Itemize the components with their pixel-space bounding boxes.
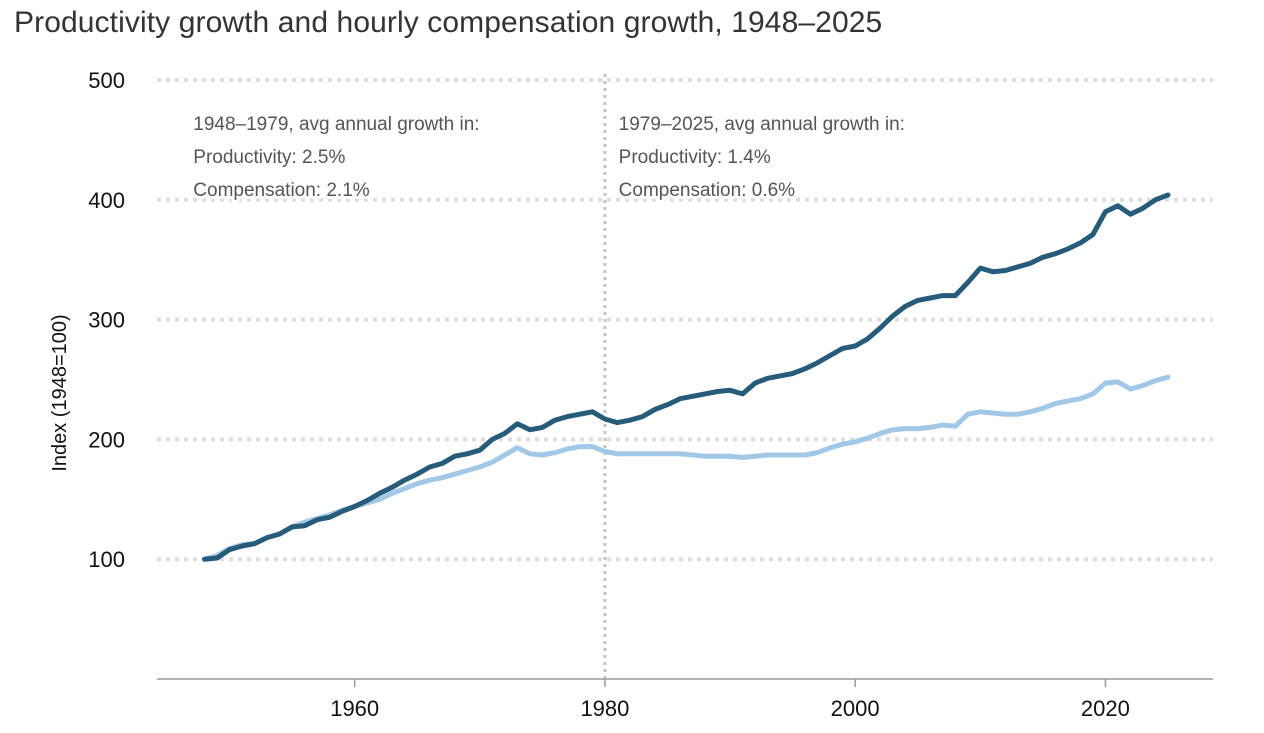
axes: 100 200 300 400 500 1960 1980 2000 2020 [88,68,1213,721]
y-tick-label-100: 100 [88,547,125,572]
annotations: 1948–1979, avg annual growth in: Producti… [190,111,908,204]
y-tick-label-500: 500 [88,68,125,93]
annotation-right-line-2: Productivity: 1.4% [619,147,771,168]
series-lines [202,192,1171,562]
annotation-left-line-3: Compensation: 2.1% [193,180,369,201]
chart-title: Productivity growth and hourly compensat… [14,6,883,39]
y-tick-label-300: 300 [88,308,125,333]
x-tick-label-1960: 1960 [330,696,379,721]
series-line-productivity [202,192,1171,562]
x-tick-label-1980: 1980 [580,696,629,721]
annotation-right-line-3: Compensation: 0.6% [619,180,795,201]
x-tick-label-2020: 2020 [1081,696,1130,721]
y-axis-title: Index (1948=100) [49,314,71,471]
annotation-left-line-1: 1948–1979, avg annual growth in: [193,114,479,135]
x-tick-label-2000: 2000 [831,696,880,721]
annotation-left-line-2: Productivity: 2.5% [193,147,345,168]
y-tick-label-200: 200 [88,427,125,452]
y-tick-label-400: 400 [88,188,125,213]
annotation-right-line-1: 1979–2025, avg annual growth in: [619,114,905,135]
series-line-compensation [202,374,1171,562]
